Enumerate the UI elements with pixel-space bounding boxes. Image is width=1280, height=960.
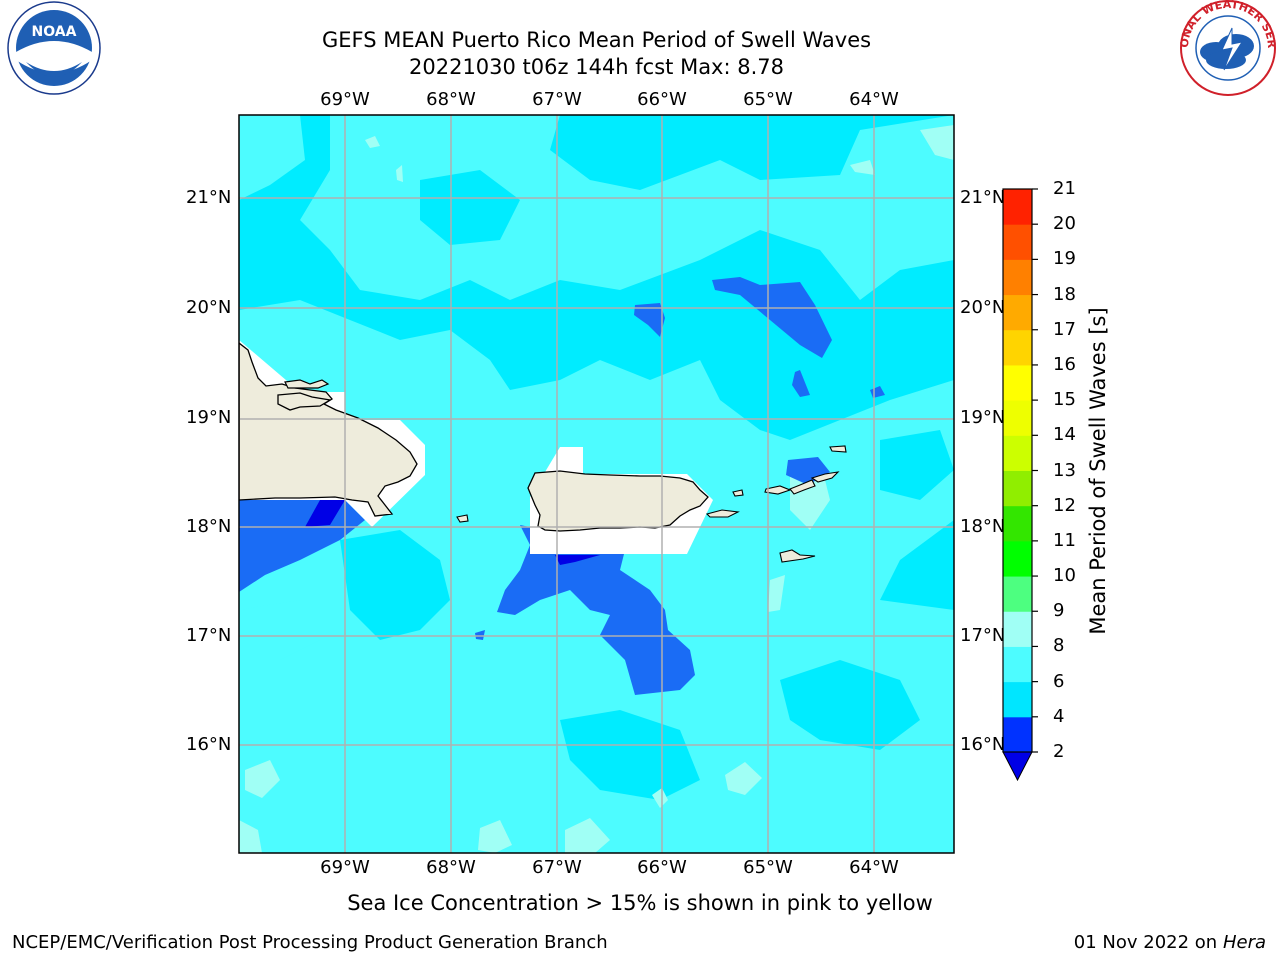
colorbar-tick-label: 15 (1053, 389, 1076, 411)
colorbar-tick-label: 21 (1053, 178, 1076, 199)
lat-label-right-21: 21°N (960, 187, 1006, 208)
colorbar-tick-label: 12 (1053, 494, 1076, 516)
lon-label-top-69: 69°W (320, 89, 370, 110)
lat-label-left-21: 21°N (186, 187, 232, 208)
colorbar-segment (1003, 435, 1032, 471)
colorbar-segment (1003, 400, 1032, 436)
small-islands (456, 445, 847, 563)
puerto-rico-landmass (527, 470, 709, 532)
colorbar-segment (1003, 329, 1032, 366)
colorbar-segment (1003, 224, 1032, 260)
colorbar-segment (1003, 681, 1032, 718)
lat-label-right-18: 18°N (960, 516, 1006, 537)
lat-label-right-20: 20°N (960, 297, 1006, 318)
lat-label-left-16: 16°N (186, 734, 232, 755)
run-date: 01 Nov 2022 on Hera (1074, 932, 1266, 953)
lon-label-top-64: 64°W (849, 89, 899, 110)
colorbar-tick-label: 20 (1053, 213, 1076, 235)
chart-title: GEFS MEAN Puerto Rico Mean Period of Swe… (321, 28, 872, 52)
lon-label-bottom-67: 67°W (532, 857, 582, 878)
colorbar (1002, 188, 1038, 782)
lat-label-right-19: 19°N (960, 407, 1006, 428)
hispaniola-landmass (239, 342, 418, 517)
colorbar-tick-label: 13 (1053, 459, 1076, 481)
hispaniola-bay (277, 392, 332, 411)
lon-label-top-66: 66°W (637, 89, 687, 110)
lat-label-left-20: 20°N (186, 297, 232, 318)
lon-label-bottom-64: 64°W (849, 857, 899, 878)
lon-label-bottom-66: 66°W (637, 857, 687, 878)
colorbar-tick-label: 6 (1053, 670, 1065, 692)
samana-peninsula (284, 379, 330, 389)
colorbar-segment (1003, 646, 1032, 683)
colorbar-segment (1003, 364, 1032, 401)
chart-subtitle: 20221030 t06z 144h fcst Max: 8.78 (409, 55, 784, 79)
colorbar-tick-label: 14 (1053, 424, 1076, 446)
lon-label-top-67: 67°W (532, 89, 582, 110)
graticule (239, 115, 954, 853)
colorbar-tick-label: 18 (1053, 283, 1076, 305)
sea-ice-footnote: Sea Ice Concentration > 15% is shown in … (347, 891, 933, 915)
lon-label-bottom-65: 65°W (743, 857, 793, 878)
colorbar-tick-label: 11 (1053, 529, 1076, 551)
colorbar-tick-label: 4 (1053, 705, 1065, 727)
lat-label-left-17: 17°N (186, 625, 232, 646)
colorbar-segment (1003, 470, 1032, 507)
colorbar-tick-label: 9 (1053, 600, 1065, 622)
colorbar-tick-label: 2 (1053, 741, 1065, 762)
lon-label-top-65: 65°W (743, 89, 793, 110)
colorbar-segment (1003, 540, 1032, 577)
period-band-under-2 (305, 500, 600, 565)
colorbar-segment (1003, 189, 1032, 225)
colorbar-title: Mean Period of Swell Waves [s] (1086, 307, 1110, 635)
colorbar-segment (1003, 716, 1032, 753)
lon-label-top-68: 68°W (426, 89, 476, 110)
run-date-text: 01 Nov 2022 on (1073, 932, 1218, 953)
run-host: Hera (1222, 932, 1266, 953)
lat-label-right-17: 17°N (960, 625, 1006, 646)
colorbar-tick-label: 10 (1053, 565, 1076, 587)
colorbar-tick-label: 19 (1053, 248, 1076, 270)
lon-label-bottom-68: 68°W (426, 857, 476, 878)
producer-credit: NCEP/EMC/Verification Post Processing Pr… (12, 932, 608, 953)
colorbar-tick-label: 17 (1053, 318, 1076, 340)
colorbar-tick-label: 16 (1053, 353, 1076, 375)
lat-label-left-18: 18°N (186, 516, 232, 537)
lon-label-bottom-69: 69°W (320, 857, 370, 878)
colorbar-segment (1003, 294, 1032, 331)
colorbar-segment (1003, 611, 1032, 647)
colorbar-tick-label: 8 (1053, 635, 1065, 657)
colorbar-segment (1003, 576, 1032, 612)
lat-label-left-19: 19°N (186, 407, 232, 428)
colorbar-segment (1003, 505, 1032, 542)
colorbar-under-extension (1002, 751, 1033, 782)
colorbar-segment (1003, 259, 1032, 296)
lat-label-right-16: 16°N (960, 734, 1006, 755)
map-frame (238, 114, 955, 854)
